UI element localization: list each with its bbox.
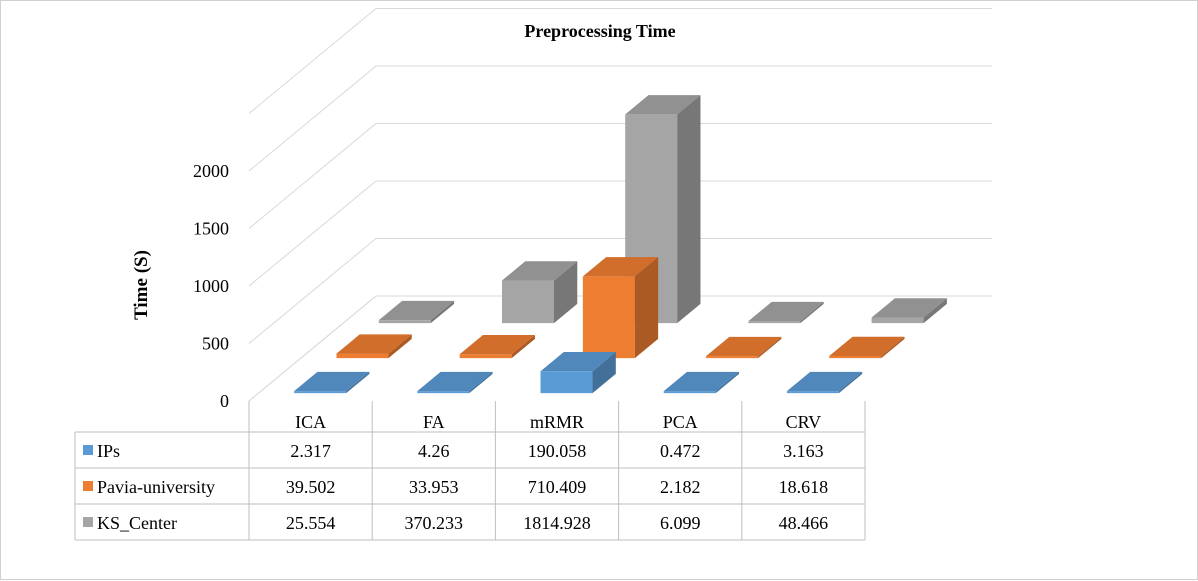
y-tick-label: 1500 <box>193 219 229 239</box>
y-axis-label: Time (S) <box>131 250 152 320</box>
data-label: 25.554 <box>286 513 336 533</box>
series-label: IPs <box>97 441 120 461</box>
y-tick-label: 2000 <box>193 161 229 181</box>
data-label: 1814.928 <box>523 513 591 533</box>
category-label: FA <box>423 412 445 432</box>
category-label: PCA <box>663 412 698 432</box>
gridline-1500 <box>248 123 992 229</box>
bar-IPs-FA <box>417 371 493 394</box>
chart-bars <box>294 95 947 394</box>
floor-edge <box>248 295 992 402</box>
gridline-2000 <box>248 65 992 172</box>
category-label: mRMR <box>530 412 584 432</box>
bar-Pavia-university-FA <box>459 334 535 359</box>
y-tick-label: 1000 <box>193 276 229 296</box>
bar-KS_Center-CRV <box>871 298 947 324</box>
legend-key-IPs <box>83 445 93 455</box>
data-label: 2.182 <box>660 477 701 497</box>
series-label: KS_Center <box>97 513 177 533</box>
y-tick-label: 500 <box>202 334 229 354</box>
bar-IPs-PCA <box>663 371 740 394</box>
legend-key-Pavia-university <box>83 481 93 491</box>
data-label: 33.953 <box>409 477 459 497</box>
chart-title: Preprocessing Time <box>524 21 675 41</box>
chart-walls <box>248 8 992 402</box>
bar-IPs-CRV <box>786 371 863 394</box>
y-axis-ticks: 0 500 1000 1500 2000 <box>193 161 229 411</box>
category-label: CRV <box>786 412 822 432</box>
gridline-2500 <box>248 8 992 114</box>
bar-IPs-mRMR <box>540 352 616 394</box>
bar-KS_Center-FA <box>501 261 578 324</box>
data-label: 18.618 <box>779 477 829 497</box>
bar-Pavia-university-CRV <box>829 336 905 359</box>
y-tick-label: 0 <box>220 391 229 411</box>
legend-key-KS_Center <box>83 517 93 527</box>
bar-KS_Center-ICA <box>378 300 455 324</box>
data-label: 48.466 <box>779 513 829 533</box>
data-label: 710.409 <box>528 477 587 497</box>
bar-KS_Center-PCA <box>748 301 824 324</box>
bar-IPs-ICA <box>294 371 370 394</box>
bar-Pavia-university-PCA <box>706 336 782 359</box>
gridline-1000 <box>248 180 992 287</box>
data-label: 3.163 <box>783 441 824 461</box>
data-label: 370.233 <box>405 513 464 533</box>
data-label: 190.058 <box>528 441 587 461</box>
category-label: ICA <box>295 412 326 432</box>
data-label: 39.502 <box>286 477 336 497</box>
bar-Pavia-university-mRMR <box>582 257 659 359</box>
data-label: 6.099 <box>660 513 701 533</box>
data-table: ICA FA mRMR PCA CRV IPs 2.317 4.26 190.058 0.472 3… <box>74 401 866 541</box>
bar-Pavia-university-ICA <box>336 334 412 359</box>
series-label: Pavia-university <box>97 477 215 497</box>
gridline-500 <box>248 238 992 344</box>
data-label: 2.317 <box>290 441 331 461</box>
data-label: 0.472 <box>660 441 701 461</box>
data-label: 4.26 <box>418 441 450 461</box>
